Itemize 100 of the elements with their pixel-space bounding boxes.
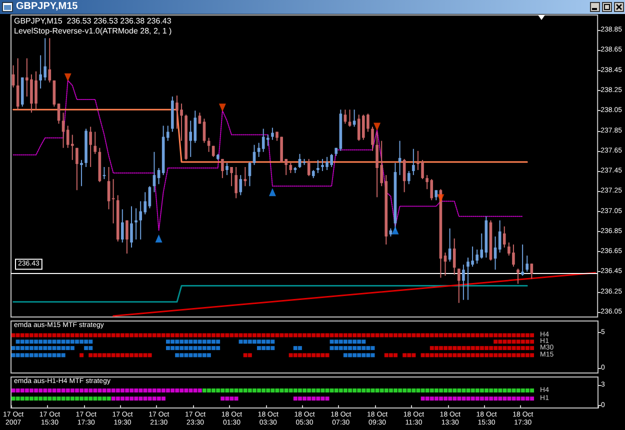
point (188, 353, 193, 358)
candlestick (94, 131, 97, 154)
point (88, 340, 93, 344)
candlestick (120, 208, 124, 244)
point (293, 353, 298, 358)
point (457, 353, 462, 358)
candlestick (316, 159, 320, 174)
candlestick (289, 162, 292, 174)
point (262, 340, 266, 344)
point (434, 346, 438, 350)
point (434, 353, 438, 358)
point (366, 353, 370, 358)
point (43, 340, 48, 344)
point (66, 346, 70, 350)
point (20, 353, 24, 358)
point (530, 353, 534, 358)
point (466, 346, 470, 350)
point (348, 340, 352, 344)
point (88, 346, 93, 350)
point (48, 346, 52, 350)
point (480, 353, 484, 358)
candlestick (271, 127, 274, 140)
point (43, 353, 48, 358)
point (343, 353, 348, 358)
candlestick (166, 125, 170, 142)
candlestick (221, 158, 224, 179)
point (394, 353, 398, 358)
candlestick (112, 178, 115, 224)
point (520, 346, 525, 350)
point (248, 340, 252, 344)
point (170, 346, 175, 350)
candlestick (189, 120, 192, 158)
point (512, 353, 516, 358)
point (520, 353, 525, 358)
point (338, 346, 343, 350)
point (352, 353, 357, 358)
point (180, 340, 184, 344)
point (211, 346, 216, 350)
candlestick (230, 166, 233, 187)
point (480, 346, 484, 350)
point (370, 346, 375, 350)
point (330, 346, 334, 350)
point (498, 340, 502, 344)
point (334, 346, 338, 350)
point (338, 340, 343, 344)
point (462, 346, 466, 350)
candlestick (130, 206, 133, 248)
point (175, 340, 180, 344)
point (498, 346, 502, 350)
point (516, 340, 520, 344)
point (530, 340, 534, 344)
candlestick (89, 126, 92, 168)
point (470, 346, 475, 350)
point (34, 353, 38, 358)
candlestick (234, 166, 238, 199)
point (525, 346, 530, 350)
point (56, 353, 61, 358)
point (262, 346, 266, 350)
point (29, 346, 34, 350)
point (38, 353, 43, 358)
point (84, 340, 88, 344)
point (243, 340, 248, 344)
point (475, 353, 480, 358)
point (507, 340, 512, 344)
point (155, 234, 162, 242)
point (134, 353, 138, 358)
point (38, 340, 43, 344)
candlestick (371, 126, 374, 152)
point (507, 353, 512, 358)
point (256, 346, 261, 350)
point (198, 346, 202, 350)
candlestick (521, 244, 524, 276)
point (48, 353, 52, 358)
point (70, 340, 74, 344)
candlestick (407, 170, 410, 185)
point (180, 346, 184, 350)
point (348, 346, 352, 350)
point (437, 194, 444, 202)
point (402, 353, 407, 358)
point (188, 340, 193, 344)
point (484, 353, 489, 358)
point (343, 346, 348, 350)
candlestick (62, 112, 65, 148)
point (29, 340, 34, 344)
point (24, 353, 29, 358)
candlestick (502, 226, 506, 248)
point (494, 353, 498, 358)
point (307, 353, 312, 358)
point (180, 353, 184, 358)
candlestick (462, 264, 465, 300)
point (425, 353, 430, 358)
point (11, 353, 16, 358)
point (84, 346, 88, 350)
point (444, 346, 448, 350)
point (80, 340, 84, 344)
point (407, 353, 412, 358)
point (452, 346, 457, 350)
point (56, 346, 61, 350)
point (352, 340, 357, 344)
point (66, 340, 70, 344)
